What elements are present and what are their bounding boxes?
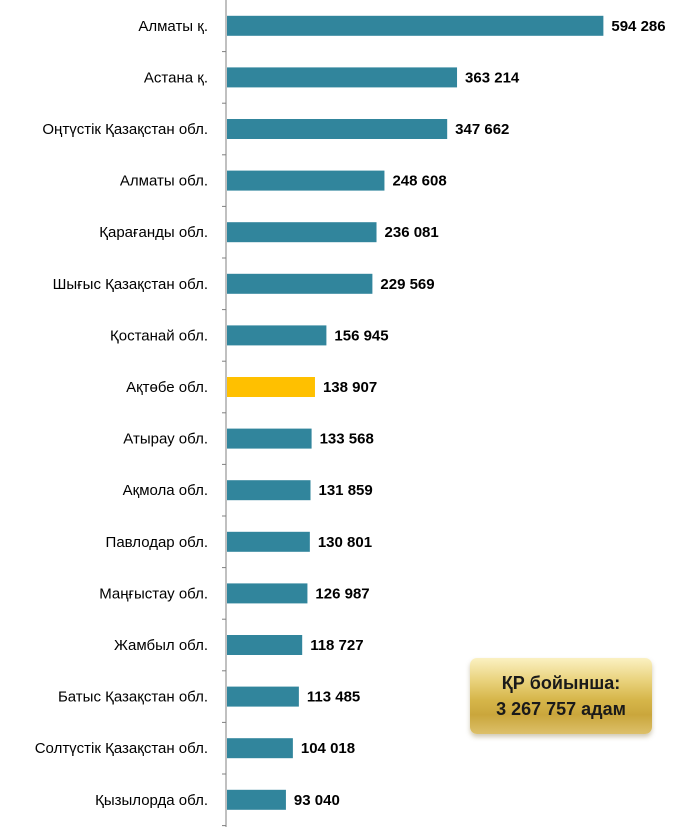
bar: [227, 480, 311, 501]
bar: [227, 170, 385, 191]
category-label: Батыс Қазақстан обл.: [58, 689, 208, 706]
category-label: Қызылорда обл.: [95, 792, 208, 809]
value-label: 93 040: [294, 792, 340, 809]
category-label: Ақтөбе обл.: [126, 379, 208, 396]
category-label: Алматы қ.: [138, 18, 208, 35]
bar: [227, 789, 286, 810]
category-label: Алматы обл.: [120, 173, 208, 190]
value-label: 118 727: [310, 637, 363, 654]
category-label: Солтүстік Қазақстан обл.: [35, 740, 208, 757]
value-label: 229 569: [380, 276, 434, 293]
bar: [227, 635, 303, 655]
bar: [227, 686, 299, 707]
value-label: 113 485: [307, 689, 360, 706]
total-summary-label: ҚР бойынша:: [501, 673, 621, 693]
bar: [227, 222, 377, 243]
bar: [227, 15, 604, 36]
bar: [227, 738, 293, 759]
category-label: Атырау обл.: [123, 431, 208, 448]
value-label: 156 945: [334, 327, 388, 344]
category-label: Жамбыл обл.: [114, 637, 208, 654]
value-label: 126 987: [315, 585, 369, 602]
category-label: Астана қ.: [144, 69, 208, 86]
value-label: 131 859: [319, 482, 373, 499]
bar: [227, 325, 327, 346]
category-label: Маңғыстау обл.: [99, 585, 208, 602]
value-label: 363 214: [465, 69, 520, 86]
category-label: Оңтүстік Қазақстан обл.: [42, 121, 208, 138]
bar: [227, 583, 308, 604]
bar-highlighted: [227, 377, 315, 397]
category-label: Қарағанды обл.: [99, 224, 208, 241]
bar: [227, 428, 312, 449]
value-label: 594 286: [611, 18, 665, 35]
value-label: 138 907: [323, 379, 377, 396]
bar: [227, 531, 310, 552]
total-summary-value: 3 267 757 адам: [496, 699, 626, 719]
value-label: 248 608: [392, 173, 446, 190]
category-label: Павлодар обл.: [106, 534, 208, 551]
category-label: Ақмола обл.: [123, 482, 208, 499]
value-label: 236 081: [385, 224, 439, 241]
category-label: Шығыс Қазақстан обл.: [53, 276, 208, 293]
total-summary-box: ҚР бойынша: 3 267 757 адам: [470, 658, 652, 734]
bar: [227, 67, 458, 88]
value-label: 133 568: [320, 431, 374, 448]
bar: [227, 119, 448, 139]
bar: [227, 273, 373, 294]
value-label: 104 018: [301, 740, 355, 757]
value-label: 130 801: [318, 534, 372, 551]
category-label: Қостанай обл.: [110, 327, 208, 344]
value-label: 347 662: [455, 121, 509, 138]
